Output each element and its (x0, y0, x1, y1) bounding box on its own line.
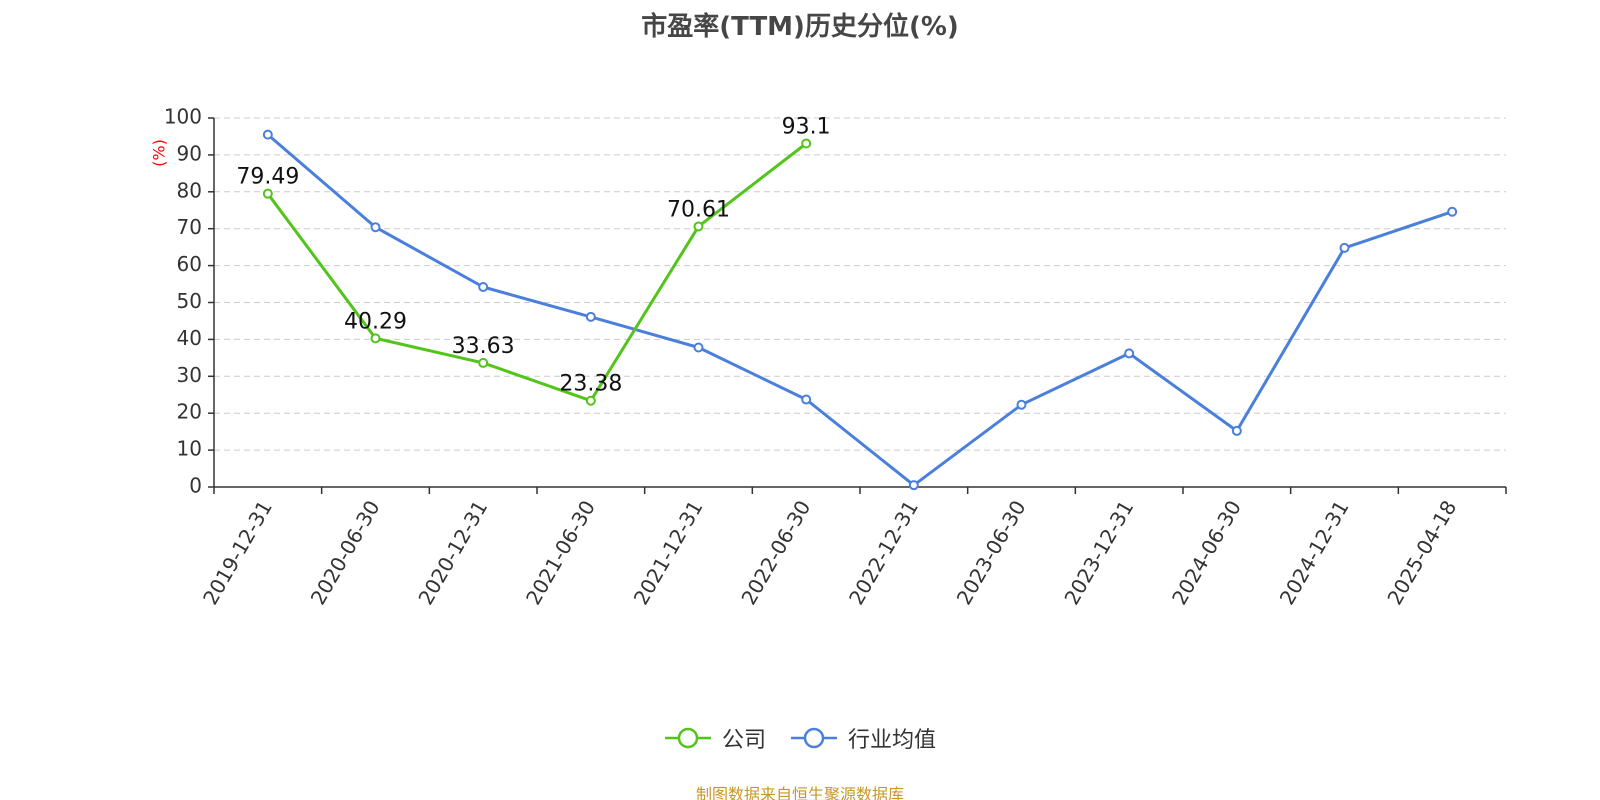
legend-item[interactable]: 公司 (664, 722, 766, 754)
series-line-0 (266, 142, 808, 403)
x-tick-label: 2021-06-30 (521, 496, 600, 609)
data-point (693, 221, 704, 232)
data-point (1124, 348, 1135, 359)
x-tick-label: 2022-06-30 (736, 496, 815, 609)
data-point (262, 188, 273, 199)
y-tick-label: 70 (177, 215, 202, 239)
legend-item[interactable]: 行业均值 (790, 722, 936, 754)
data-point (478, 357, 489, 368)
data-point (370, 222, 381, 233)
x-tick-label: 2020-12-31 (413, 496, 492, 609)
x-tick-label: 2023-12-31 (1059, 496, 1138, 609)
y-tick-label: 50 (177, 289, 202, 313)
y-tick-label: 40 (177, 326, 202, 350)
y-tick-label: 0 (189, 474, 202, 498)
chart-legend: 公司 行业均值 (0, 722, 1600, 754)
legend-line-circle-icon (664, 727, 711, 749)
data-label: 23.38 (559, 372, 622, 397)
chart-title: 市盈率(TTM)历史分位(%) (641, 12, 959, 42)
data-point (693, 342, 704, 353)
data-point (1447, 206, 1458, 217)
x-tick-label: 2024-06-30 (1167, 496, 1246, 609)
x-tick-label: 2022-12-31 (844, 496, 923, 609)
y-axis-title: (%) (150, 139, 169, 167)
y-tick-label: 30 (177, 363, 202, 387)
data-point (908, 480, 919, 491)
source-note: 制图数据来自恒生聚源数据库 (695, 785, 904, 800)
data-label: 40.29 (344, 309, 407, 334)
y-tick-label: 60 (177, 252, 202, 276)
data-point (262, 129, 273, 140)
data-point (1231, 425, 1242, 436)
y-tick-label: 80 (177, 178, 202, 202)
legend-label: 行业均值 (848, 728, 937, 753)
x-tick-label: 2024-12-31 (1275, 496, 1354, 609)
x-tick-label: 2025-04-18 (1382, 496, 1461, 609)
legend-label: 公司 (721, 728, 766, 753)
x-tick-label: 2019-12-31 (198, 496, 277, 609)
data-point (1016, 399, 1027, 410)
y-tick-label: 100 (164, 105, 202, 129)
data-point (585, 395, 596, 406)
data-point (1339, 242, 1350, 253)
legend-line-circle-icon (791, 727, 837, 749)
y-tick-label: 20 (177, 400, 202, 424)
x-tick-label: 2021-12-31 (629, 496, 708, 609)
data-label: 70.61 (667, 197, 730, 222)
series-line-1 (266, 133, 1453, 487)
y-tick-label: 90 (177, 141, 202, 165)
data-point (478, 282, 489, 293)
x-tick-label: 2020-06-30 (306, 496, 385, 609)
data-label: 33.63 (452, 334, 515, 359)
x-tick-label: 2023-06-30 (952, 496, 1031, 609)
data-point (370, 333, 381, 344)
data-point (801, 138, 812, 149)
data-point (801, 394, 812, 405)
y-tick-label: 10 (177, 437, 202, 461)
data-point (585, 311, 596, 322)
data-label: 93.1 (782, 114, 831, 139)
data-label: 79.49 (236, 165, 299, 190)
